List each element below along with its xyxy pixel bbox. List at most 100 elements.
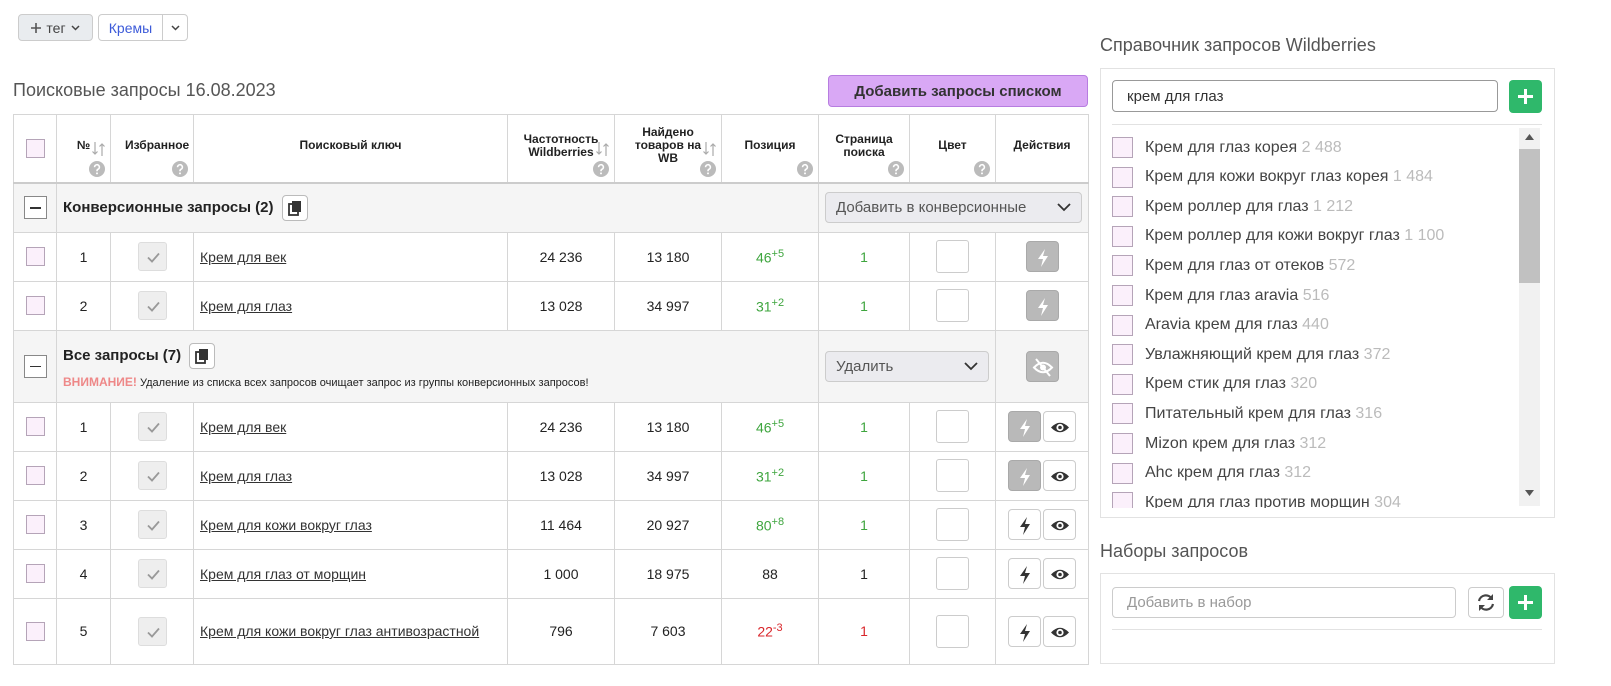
boost-button[interactable] bbox=[1025, 290, 1059, 321]
view-button[interactable] bbox=[1043, 558, 1076, 589]
add-list-button[interactable]: Добавить запросы списком bbox=[828, 75, 1088, 107]
checkbox[interactable] bbox=[1112, 166, 1133, 188]
checkbox[interactable] bbox=[1112, 314, 1133, 336]
checkbox[interactable] bbox=[1112, 373, 1133, 395]
eye-icon bbox=[1051, 520, 1069, 531]
checkbox[interactable] bbox=[25, 296, 45, 315]
sets-input[interactable]: Добавить в набор bbox=[1112, 587, 1456, 618]
sort-icon[interactable] bbox=[703, 140, 716, 161]
warning-text: Удаление из списка всех запросов очищает… bbox=[139, 377, 589, 389]
checkbox[interactable] bbox=[1112, 137, 1133, 158]
group-select[interactable]: Удалить bbox=[825, 350, 989, 382]
checkbox[interactable] bbox=[1112, 433, 1133, 454]
favorite-toggle[interactable] bbox=[137, 559, 167, 588]
position-cell: 88 bbox=[721, 548, 819, 599]
query-link[interactable]: Крем для век bbox=[200, 418, 287, 435]
checkbox[interactable] bbox=[1112, 492, 1133, 508]
color-picker[interactable] bbox=[936, 240, 969, 273]
item-text: Крем роллер для глаз 1 212 bbox=[1145, 198, 1353, 216]
view-button[interactable] bbox=[1043, 460, 1076, 491]
color-picker[interactable] bbox=[936, 459, 969, 492]
collapse-button[interactable] bbox=[23, 196, 47, 220]
checkbox[interactable] bbox=[25, 417, 45, 436]
view-button[interactable] bbox=[1043, 615, 1076, 647]
warning-label: ВНИМАНИЕ! bbox=[63, 375, 137, 389]
help-icon[interactable] bbox=[172, 161, 188, 180]
checkbox[interactable] bbox=[25, 564, 45, 583]
actions-cell bbox=[995, 597, 1089, 665]
bolt-icon bbox=[1037, 249, 1048, 267]
help-icon[interactable] bbox=[888, 161, 904, 180]
tag-dropdown[interactable] bbox=[163, 15, 187, 40]
column-header: Избранное bbox=[110, 114, 194, 184]
boost-button[interactable] bbox=[1008, 558, 1041, 589]
query-link[interactable]: Крем для кожи вокруг глаз антивозрастной bbox=[200, 623, 480, 639]
favorite-toggle[interactable] bbox=[137, 412, 167, 441]
favorite-toggle[interactable] bbox=[137, 242, 167, 271]
hide-button[interactable] bbox=[1025, 350, 1059, 382]
copy-button[interactable] bbox=[281, 194, 308, 221]
sort-icon[interactable] bbox=[92, 140, 105, 161]
item-text: Крем для глаз aravia 516 bbox=[1145, 287, 1329, 305]
checkbox[interactable] bbox=[1112, 225, 1133, 247]
group-select[interactable]: Добавить в конверсионные bbox=[825, 192, 1082, 224]
favorite-toggle[interactable] bbox=[137, 461, 167, 490]
help-icon[interactable] bbox=[700, 161, 716, 180]
sort-icon[interactable] bbox=[596, 140, 609, 161]
copy-button[interactable] bbox=[189, 343, 216, 369]
checkbox[interactable] bbox=[1112, 285, 1133, 306]
item-text: Увлажняющий крем для глаз 372 bbox=[1145, 346, 1390, 364]
help-icon[interactable] bbox=[593, 161, 609, 180]
checkbox[interactable] bbox=[1112, 344, 1133, 366]
boost-button[interactable] bbox=[1025, 241, 1059, 272]
checkbox[interactable] bbox=[1112, 196, 1133, 218]
help-icon[interactable] bbox=[89, 161, 105, 180]
boost-button[interactable] bbox=[1008, 411, 1041, 442]
view-button[interactable] bbox=[1043, 411, 1076, 442]
favorite-toggle[interactable] bbox=[137, 291, 167, 320]
query-link[interactable]: Крем для глаз bbox=[200, 467, 293, 484]
checkbox[interactable] bbox=[25, 515, 45, 534]
color-picker[interactable] bbox=[936, 410, 969, 443]
color-picker[interactable] bbox=[936, 557, 969, 590]
color-picker[interactable] bbox=[936, 614, 969, 648]
reference-search[interactable]: крем для глаз bbox=[1112, 80, 1498, 112]
add-button[interactable] bbox=[1509, 80, 1542, 113]
checkbox[interactable] bbox=[25, 139, 45, 158]
add-set-button[interactable] bbox=[1509, 586, 1542, 619]
search-page: 1 bbox=[818, 401, 910, 452]
reference-item: Mizon крем для глаз 312 bbox=[1112, 433, 1326, 454]
collapse-button[interactable] bbox=[23, 354, 47, 378]
color-picker[interactable] bbox=[936, 289, 969, 322]
reference-list: Крем для глаз корея 2 488 Крем для кожи в… bbox=[1112, 137, 1444, 508]
query-link[interactable]: Крем для глаз от морщин bbox=[200, 565, 367, 582]
tag-chip[interactable]: Кремы bbox=[98, 14, 188, 41]
boost-button[interactable] bbox=[1008, 615, 1041, 647]
help-icon[interactable] bbox=[974, 161, 990, 180]
favorite-cell bbox=[110, 499, 194, 550]
add-tag-button[interactable]: тег bbox=[18, 14, 93, 41]
query-link[interactable]: Крем для глаз bbox=[200, 297, 293, 314]
color-picker[interactable] bbox=[936, 508, 969, 541]
checkbox[interactable] bbox=[25, 247, 45, 266]
query-link[interactable]: Крем для кожи вокруг глаз bbox=[200, 516, 372, 533]
favorite-toggle[interactable] bbox=[137, 510, 167, 539]
bolt-icon bbox=[1020, 517, 1030, 535]
select-cell bbox=[13, 597, 57, 665]
favorite-toggle[interactable] bbox=[137, 616, 167, 646]
checkbox[interactable] bbox=[25, 621, 45, 641]
checkbox[interactable] bbox=[1112, 255, 1133, 277]
checkbox[interactable] bbox=[25, 466, 45, 485]
column-label: Частотность Wildberries bbox=[523, 131, 599, 159]
view-button[interactable] bbox=[1043, 509, 1076, 540]
select-cell bbox=[13, 280, 57, 331]
boost-button[interactable] bbox=[1008, 460, 1041, 491]
position: 80 bbox=[755, 517, 772, 534]
checkbox[interactable] bbox=[1112, 403, 1133, 425]
query-link[interactable]: Крем для век bbox=[200, 248, 287, 265]
help-icon[interactable] bbox=[797, 161, 813, 180]
boost-button[interactable] bbox=[1008, 509, 1041, 540]
checkbox[interactable] bbox=[1112, 462, 1133, 484]
refresh-button[interactable] bbox=[1468, 587, 1504, 618]
item-count: 312 bbox=[1284, 464, 1312, 482]
